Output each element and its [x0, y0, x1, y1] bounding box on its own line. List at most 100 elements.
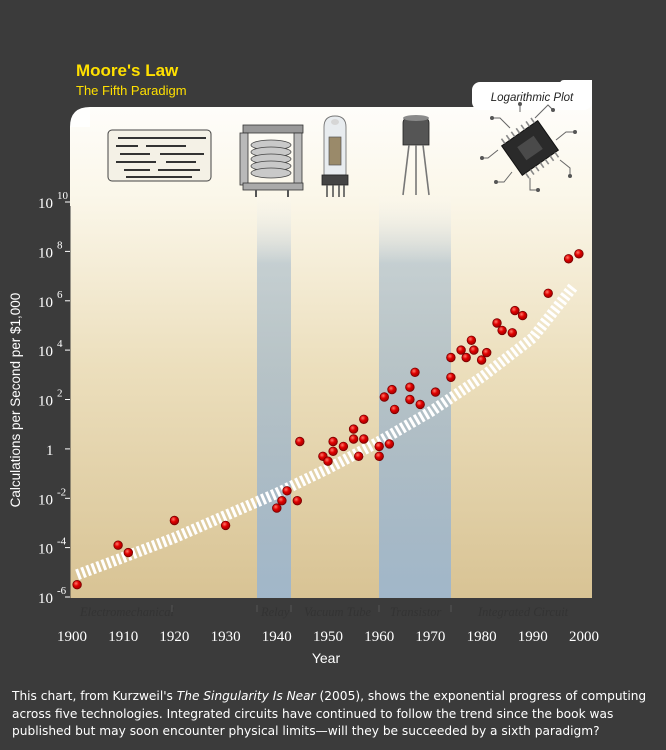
caption-text-after: (2005), shows the exponential progress o… [12, 689, 647, 738]
x-tick-label: 1920 [159, 629, 189, 645]
x-tick-label: 1950 [313, 629, 343, 645]
plot-panel-corner-curve [70, 107, 90, 127]
data-point [410, 367, 420, 378]
data-point [543, 288, 553, 299]
data-point [354, 451, 364, 462]
punch-card-icon [107, 129, 212, 182]
data-point [348, 434, 359, 444]
svg-text:10: 10 [38, 245, 53, 261]
data-point [220, 520, 231, 531]
y-tick-label: 1 [46, 443, 70, 459]
svg-text:10: 10 [38, 542, 53, 558]
svg-text:6: 6 [57, 289, 63, 301]
data-point [510, 305, 520, 316]
y-tick-label: 10 -6 [38, 585, 70, 607]
data-point [323, 456, 333, 466]
data-point [169, 515, 180, 526]
x-tick-label: 1960 [364, 629, 394, 645]
svg-text:10: 10 [38, 196, 53, 212]
y-tick-label: 10 -2 [38, 486, 70, 508]
data-point [430, 387, 441, 397]
data-point [387, 384, 397, 395]
data-point [277, 496, 287, 506]
data-point [405, 394, 415, 405]
data-point [497, 325, 507, 336]
data-point [123, 547, 134, 558]
relay-icon [239, 124, 304, 197]
data-point [405, 382, 415, 392]
svg-text:-4: -4 [57, 536, 67, 548]
data-point [338, 441, 349, 452]
data-point [292, 496, 303, 506]
svg-text:10: 10 [38, 394, 53, 410]
data-point [272, 503, 282, 513]
paradigm-label-vacuum-tube: Vacuum Tube [304, 605, 371, 619]
data-point [374, 441, 384, 452]
data-point [295, 436, 305, 447]
paradigm-label-transistor: Transistor [390, 605, 442, 619]
svg-text:-6: -6 [57, 585, 67, 597]
vacuum-tube-icon [321, 115, 349, 197]
paradigm-label-integrated-circuit: Integrated Circuit [477, 605, 569, 619]
x-tick-label: 2000 [569, 629, 599, 645]
data-point [328, 436, 338, 447]
transistor-icon [402, 115, 430, 196]
y-tick-label: 10 8 [38, 239, 70, 261]
relay-era-band [257, 190, 291, 598]
paradigm-label-relay: Relay [260, 605, 290, 619]
x-tick-label: 1900 [57, 629, 87, 645]
svg-text:2: 2 [57, 388, 63, 400]
y-tick-label: 10 -4 [38, 536, 70, 558]
data-point [469, 345, 479, 355]
svg-text:10: 10 [38, 492, 53, 508]
x-axis-label: Year [312, 650, 341, 666]
paradigm-label-electromechanical: Electromechanical [79, 605, 174, 619]
data-point [461, 352, 471, 363]
x-tick-label: 1930 [211, 629, 241, 645]
data-point [359, 414, 369, 425]
x-tick-label: 1970 [415, 629, 445, 645]
y-tick-label: 10 4 [38, 338, 70, 360]
data-point [328, 446, 338, 457]
data-point [492, 318, 502, 328]
data-point [415, 399, 425, 410]
data-point [359, 434, 369, 444]
data-point [389, 404, 400, 415]
x-tick-label: 1980 [467, 629, 497, 645]
data-point [456, 345, 466, 355]
data-point [446, 352, 456, 363]
data-point [482, 347, 492, 358]
y-axis-label: Calculations per Second per $1,000 [8, 293, 23, 508]
integrated-circuit-icon [480, 102, 577, 192]
chart-subtitle: The Fifth Paradigm [76, 83, 187, 98]
caption-book-title: The Singularity Is Near [176, 689, 316, 703]
svg-text:1: 1 [46, 443, 54, 459]
data-point [574, 249, 584, 259]
data-point [374, 451, 384, 462]
transistor-era-band [379, 190, 451, 598]
logarithmic-plot-tab [472, 82, 592, 110]
plot-panel [70, 80, 592, 598]
svg-text:-2: -2 [57, 486, 66, 498]
data-point [113, 540, 123, 550]
svg-text:10: 10 [38, 344, 53, 360]
svg-text:10: 10 [38, 295, 53, 311]
x-tick-label: 1990 [518, 629, 548, 645]
y-tick-label: 10 2 [38, 388, 70, 410]
svg-text:10: 10 [57, 190, 69, 202]
svg-text:10: 10 [38, 591, 53, 607]
svg-text:4: 4 [57, 338, 63, 350]
trend-line [75, 282, 579, 580]
chart-caption: This chart, from Kurzweil's The Singular… [12, 688, 658, 741]
data-point [384, 439, 395, 449]
data-point [348, 424, 359, 434]
data-point [72, 580, 82, 590]
data-point [466, 335, 477, 346]
data-point [507, 328, 518, 338]
data-point [282, 486, 292, 496]
data-point [446, 372, 456, 383]
data-point [379, 392, 390, 402]
y-tick-label: 10 10 [38, 190, 70, 212]
data-point [563, 254, 574, 264]
